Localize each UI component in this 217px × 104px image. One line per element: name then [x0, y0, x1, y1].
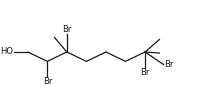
- Text: Br: Br: [164, 60, 174, 69]
- Text: Br: Br: [140, 68, 150, 77]
- Text: Br: Br: [43, 77, 52, 87]
- Text: Br: Br: [62, 25, 72, 34]
- Text: HO: HO: [0, 48, 13, 56]
